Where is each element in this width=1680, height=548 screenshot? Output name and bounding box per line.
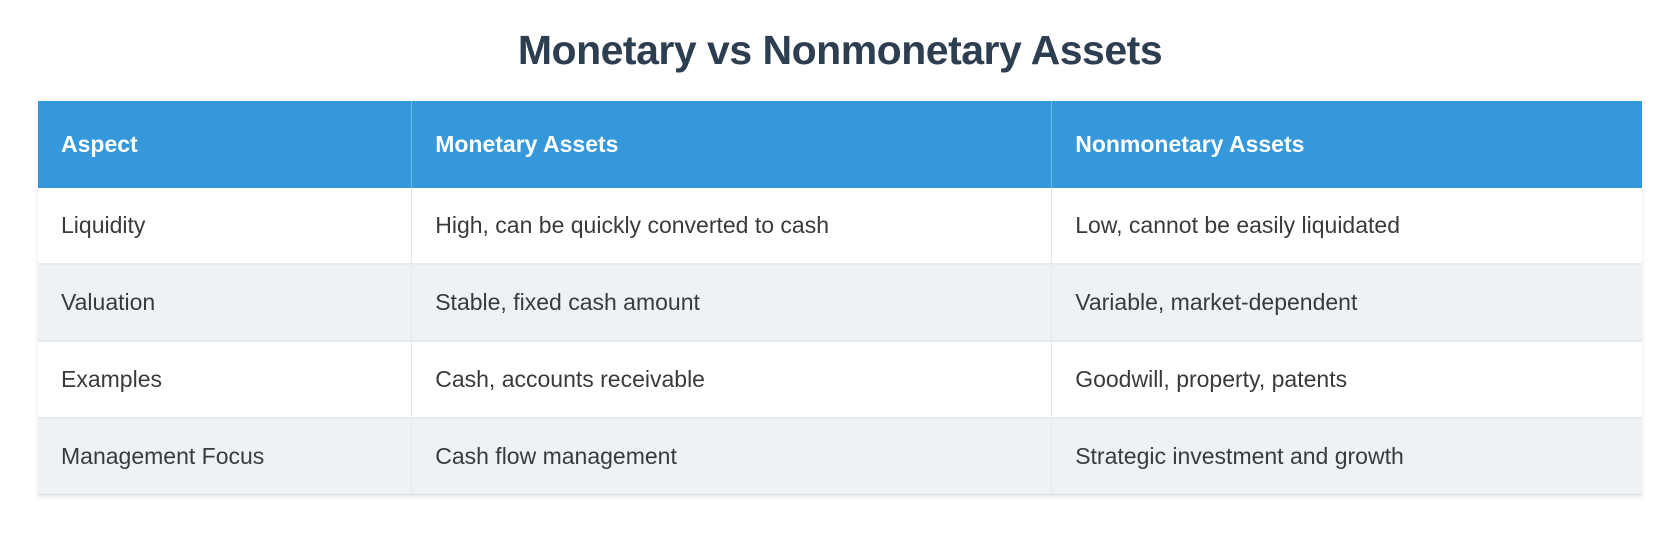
column-header-nonmonetary-assets: Nonmonetary Assets [1051, 101, 1642, 188]
table-cell: Management Focus [38, 417, 413, 494]
table-cell: Variable, market-dependent [1051, 263, 1642, 341]
table-cell: Strategic investment and growth [1051, 417, 1642, 494]
table-row: Valuation Stable, fixed cash amount Variab… [38, 263, 1642, 341]
table-cell: Low, cannot be easily liquidated [1051, 188, 1642, 264]
table-cell: Examples [38, 340, 413, 418]
comparison-table-container: Aspect Monetary Assets Nonmonetary Asset… [38, 101, 1642, 495]
table-cell: Cash flow management [411, 417, 1053, 494]
table-cell: Goodwill, property, patents [1051, 340, 1642, 418]
comparison-table: Aspect Monetary Assets Nonmonetary Asset… [38, 101, 1642, 494]
table-body: Liquidity High, can be quickly converted … [38, 188, 1642, 494]
table-header: Aspect Monetary Assets Nonmonetary Asset… [38, 101, 1642, 188]
table-row: Management Focus Cash flow management Stra… [38, 417, 1642, 494]
table-cell: High, can be quickly converted to cash [411, 188, 1053, 264]
page-title: Monetary vs Nonmonetary Assets [517, 27, 1163, 73]
column-header-aspect: Aspect [38, 101, 413, 188]
table-cell: Stable, fixed cash amount [411, 263, 1053, 341]
table-row: Liquidity High, can be quickly converted … [38, 188, 1642, 264]
table-row: Examples Cash, accounts receivable Goodwil… [38, 340, 1642, 418]
column-header-monetary-assets: Monetary Assets [411, 101, 1053, 188]
table-cell: Valuation [38, 263, 413, 341]
table-header-row: Aspect Monetary Assets Nonmonetary Asset… [38, 101, 1642, 188]
table-cell: Cash, accounts receivable [411, 340, 1053, 418]
table-cell: Liquidity [38, 188, 413, 264]
